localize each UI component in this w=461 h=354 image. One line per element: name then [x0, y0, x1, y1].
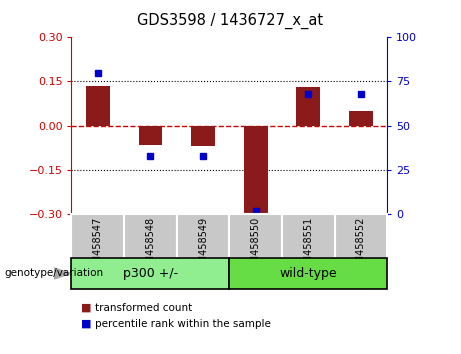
Bar — [335, 214, 387, 258]
Polygon shape — [54, 268, 71, 279]
Text: ■: ■ — [81, 319, 91, 329]
Bar — [244, 126, 267, 213]
Text: GSM458548: GSM458548 — [145, 216, 155, 275]
Text: GSM458547: GSM458547 — [93, 216, 103, 276]
Text: GSM458549: GSM458549 — [198, 216, 208, 275]
Bar — [177, 214, 229, 258]
Bar — [349, 111, 373, 126]
Bar — [139, 126, 162, 145]
Bar — [229, 258, 387, 289]
Bar — [191, 126, 215, 146]
Bar — [124, 214, 177, 258]
Text: transformed count: transformed count — [95, 303, 192, 313]
Bar — [229, 214, 282, 258]
Text: p300 +/-: p300 +/- — [123, 267, 178, 280]
Bar — [296, 87, 320, 126]
Text: GSM458550: GSM458550 — [251, 216, 260, 276]
Bar — [86, 86, 110, 126]
Bar — [282, 214, 335, 258]
Text: percentile rank within the sample: percentile rank within the sample — [95, 319, 271, 329]
Text: ■: ■ — [81, 303, 91, 313]
Text: GSM458551: GSM458551 — [303, 216, 313, 276]
Text: wild-type: wild-type — [279, 267, 337, 280]
Text: GDS3598 / 1436727_x_at: GDS3598 / 1436727_x_at — [137, 12, 324, 29]
Text: GSM458552: GSM458552 — [356, 216, 366, 276]
Bar — [71, 258, 230, 289]
Text: genotype/variation: genotype/variation — [5, 268, 104, 279]
Bar — [71, 214, 124, 258]
